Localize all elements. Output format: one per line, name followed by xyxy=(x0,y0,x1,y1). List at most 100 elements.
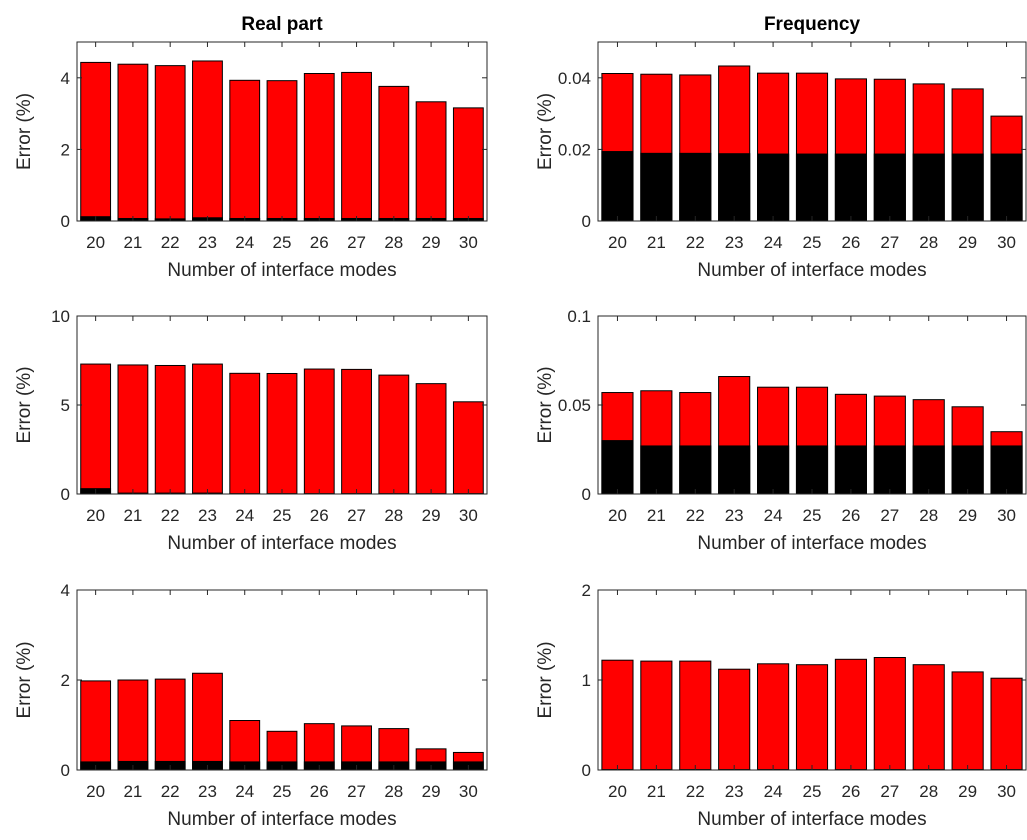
total-error-bar-30 xyxy=(990,677,1023,771)
x-tick-label: 20 xyxy=(608,782,627,801)
x-tick-label: 25 xyxy=(273,506,292,525)
x-tick-label: 24 xyxy=(235,782,254,801)
x-tick-label: 21 xyxy=(647,506,666,525)
x-axis-label: Number of interface modes xyxy=(167,533,396,554)
x-tick-label: 28 xyxy=(919,233,938,252)
inner-error-bar-22 xyxy=(679,152,712,222)
x-tick-label: 26 xyxy=(841,506,860,525)
inner-error-bar-25 xyxy=(795,445,829,495)
x-tick-label: 27 xyxy=(347,782,366,801)
y-axis-label: Error (%) xyxy=(14,93,35,170)
x-tick-label: 25 xyxy=(803,233,822,252)
inner-error-bar-30 xyxy=(990,445,1023,495)
x-axis-label: Number of interface modes xyxy=(697,809,926,830)
inner-error-bar-30 xyxy=(990,153,1023,222)
total-error-bar-27 xyxy=(873,657,906,771)
total-error-bar-20 xyxy=(80,61,112,222)
x-tick-label: 24 xyxy=(764,506,783,525)
y-tick-label: 0.04 xyxy=(558,69,591,88)
inner-error-bar-28 xyxy=(912,153,945,222)
x-tick-label: 21 xyxy=(123,782,142,801)
x-tick-label: 24 xyxy=(764,233,783,252)
total-error-bar-22 xyxy=(154,678,186,771)
total-error-bar-20 xyxy=(80,680,112,771)
y-tick-label: 0 xyxy=(582,212,591,231)
total-error-bar-23 xyxy=(718,668,751,771)
y-axis-label: Error (%) xyxy=(14,641,35,718)
x-tick-label: 22 xyxy=(161,782,180,801)
x-tick-label: 30 xyxy=(997,782,1016,801)
x-axis-label: Number of interface modes xyxy=(167,260,396,281)
x-tick-label: 26 xyxy=(310,506,329,525)
y-tick-label: 0 xyxy=(61,212,70,231)
inner-error-bar-26 xyxy=(834,445,867,495)
x-tick-label: 26 xyxy=(841,782,860,801)
total-error-bar-29 xyxy=(951,671,984,771)
inner-error-bar-20 xyxy=(601,440,634,495)
inner-error-bar-20 xyxy=(601,151,634,222)
y-tick-label: 10 xyxy=(51,307,70,326)
x-tick-label: 22 xyxy=(686,782,705,801)
x-tick-label: 30 xyxy=(997,233,1016,252)
x-tick-label: 30 xyxy=(997,506,1016,525)
x-tick-label: 22 xyxy=(161,233,180,252)
x-tick-label: 23 xyxy=(725,233,744,252)
total-error-bar-22 xyxy=(679,660,712,771)
x-tick-label: 30 xyxy=(459,782,478,801)
y-tick-label: 0.05 xyxy=(558,396,591,415)
y-tick-label: 2 xyxy=(61,671,70,690)
total-error-bar-24 xyxy=(229,79,261,222)
total-error-bar-24 xyxy=(757,663,790,771)
x-tick-label: 29 xyxy=(958,506,977,525)
x-tick-label: 21 xyxy=(647,233,666,252)
total-error-bar-26 xyxy=(834,658,867,771)
x-tick-label: 21 xyxy=(123,233,142,252)
x-tick-label: 22 xyxy=(686,233,705,252)
x-tick-label: 21 xyxy=(123,506,142,525)
x-tick-label: 22 xyxy=(161,506,180,525)
x-tick-label: 26 xyxy=(841,233,860,252)
x-tick-label: 29 xyxy=(422,233,441,252)
y-tick-label: 2 xyxy=(582,581,591,600)
total-error-bar-28 xyxy=(912,664,945,771)
x-tick-label: 25 xyxy=(273,782,292,801)
x-tick-label: 20 xyxy=(86,233,105,252)
y-tick-label: 5 xyxy=(61,396,70,415)
total-error-bar-28 xyxy=(378,374,410,495)
y-tick-label: 0 xyxy=(61,761,70,780)
total-error-bar-25 xyxy=(795,664,829,771)
x-tick-label: 28 xyxy=(919,782,938,801)
y-tick-label: 0 xyxy=(582,761,591,780)
inner-error-bar-21 xyxy=(640,152,673,222)
x-tick-label: 27 xyxy=(880,782,899,801)
inner-error-bar-23 xyxy=(718,153,751,222)
y-tick-label: 4 xyxy=(61,69,70,88)
x-tick-label: 23 xyxy=(198,233,217,252)
y-tick-label: 0 xyxy=(582,485,591,504)
total-error-bar-21 xyxy=(640,660,673,771)
x-tick-label: 30 xyxy=(459,233,478,252)
total-error-bar-23 xyxy=(192,672,223,771)
inner-error-bar-24 xyxy=(757,153,790,222)
inner-error-bar-26 xyxy=(834,153,867,222)
total-error-bar-27 xyxy=(341,368,372,495)
total-error-bar-22 xyxy=(154,364,186,495)
total-error-bar-26 xyxy=(303,73,335,222)
x-tick-label: 22 xyxy=(686,506,705,525)
total-error-bar-25 xyxy=(266,372,298,495)
x-tick-label: 25 xyxy=(803,782,822,801)
total-error-bar-20 xyxy=(601,659,634,771)
total-error-bar-30 xyxy=(452,401,484,495)
x-tick-label: 29 xyxy=(422,782,441,801)
total-error-bar-24 xyxy=(229,372,261,495)
total-error-bar-23 xyxy=(192,363,223,495)
total-error-bar-29 xyxy=(415,383,447,495)
chart-panel-3: 0 5 10 20 21 22 23 24 25 26 27 28 29 30 Number of inte… xyxy=(14,307,488,554)
inner-error-bar-27 xyxy=(873,153,906,222)
x-tick-label: 24 xyxy=(235,233,254,252)
x-tick-label: 27 xyxy=(347,233,366,252)
x-tick-label: 29 xyxy=(422,506,441,525)
